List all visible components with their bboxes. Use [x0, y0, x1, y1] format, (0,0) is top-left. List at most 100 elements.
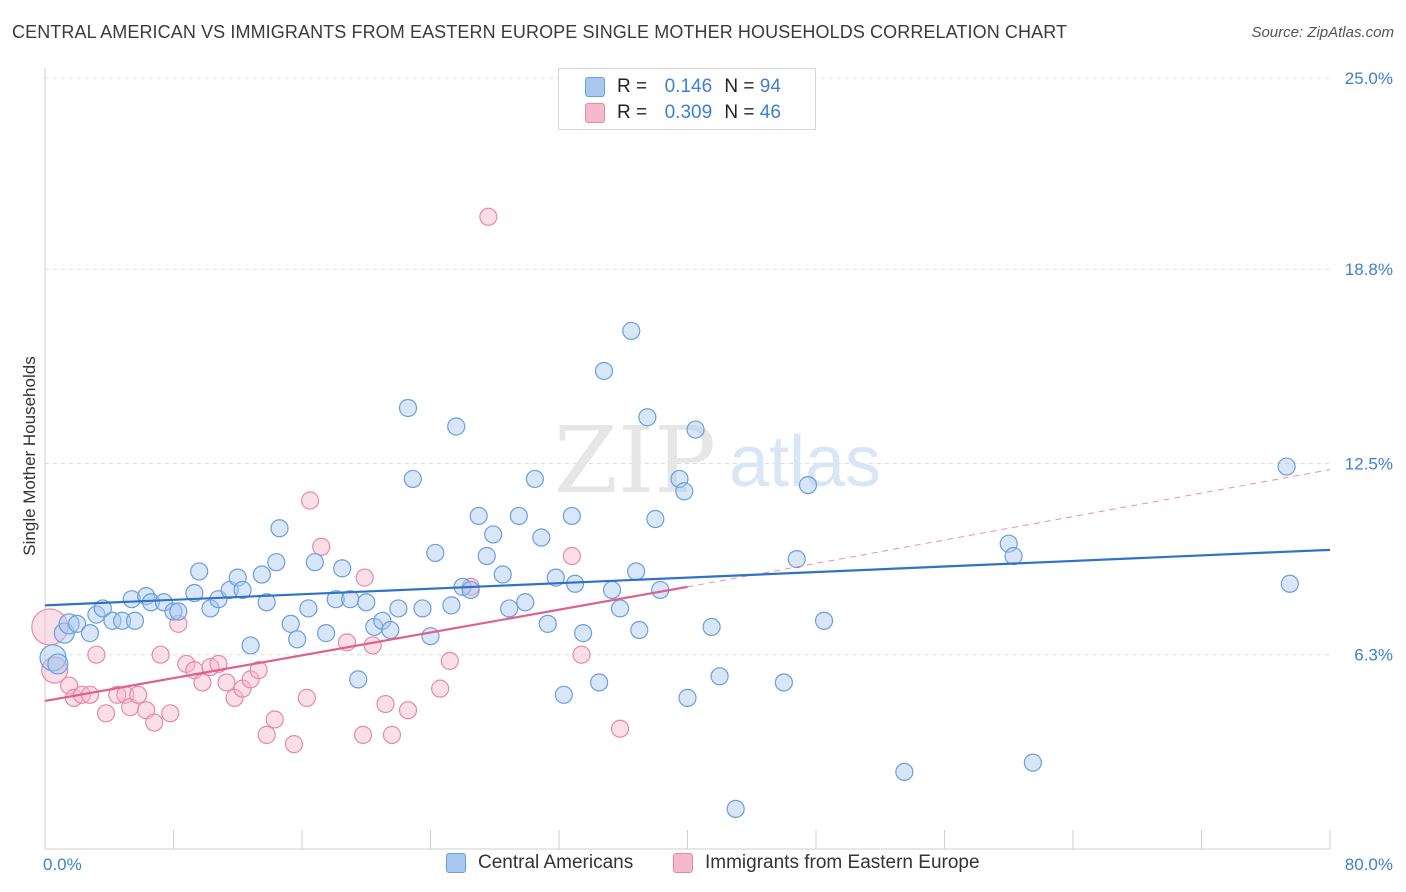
- y-tick-label: 18.8%: [1345, 260, 1393, 279]
- data-point-central-americans: [389, 599, 408, 618]
- data-point-eastern-europe: [217, 673, 236, 692]
- data-point-central-americans: [1004, 546, 1023, 566]
- tick-labels: 6.3% 12.5% 18.8% 25.0% 0.0% 80.0%: [43, 69, 1393, 874]
- data-point-central-americans: [185, 583, 204, 603]
- data-point-central-americans: [93, 599, 112, 618]
- data-point-central-americans: [299, 599, 318, 618]
- data-point-central-americans: [610, 599, 630, 618]
- data-point-eastern-europe: [96, 704, 116, 723]
- data-point-central-americans: [1277, 457, 1296, 476]
- data-point-eastern-europe: [145, 713, 164, 732]
- data-point-central-americans: [47, 653, 69, 675]
- data-point-central-americans: [252, 565, 271, 584]
- data-point-central-americans: [169, 602, 188, 621]
- data-point-central-americans: [675, 482, 694, 501]
- data-point-central-americans: [509, 506, 528, 526]
- data-point-eastern-europe: [300, 491, 320, 510]
- data-point-eastern-europe: [161, 704, 180, 723]
- watermark: ZIP atlas: [554, 407, 881, 514]
- data-point-eastern-europe: [398, 701, 418, 720]
- data-point-central-americans: [326, 590, 345, 609]
- legend-n-value: 94: [759, 76, 781, 97]
- data-point-central-americans: [678, 688, 697, 707]
- data-point-central-americans: [333, 559, 352, 578]
- data-point-eastern-europe: [209, 654, 228, 674]
- legend-r-value: 0.146: [664, 76, 713, 97]
- data-point-eastern-europe: [610, 719, 630, 738]
- data-point-central-americans: [288, 630, 307, 649]
- data-point-central-americans: [125, 611, 145, 630]
- data-point-eastern-europe: [440, 651, 459, 670]
- data-point-central-americans: [447, 417, 466, 436]
- trend-line-eastern-europe: [44, 585, 688, 703]
- data-point-central-americans: [154, 593, 173, 612]
- x-tick-label-min: 0.0%: [43, 855, 82, 874]
- data-point-central-americans: [305, 553, 324, 572]
- stats-legend: R = 0.146 N = 94 R = 0.309 N = 46: [558, 68, 816, 130]
- legend-r-label: R =: [617, 76, 648, 97]
- y-tick-label: 25.0%: [1345, 69, 1393, 88]
- data-point-central-americans: [381, 620, 400, 640]
- bottom-legend-eastern-europe: Immigrants from Eastern Europe: [673, 852, 980, 874]
- data-point-central-americans: [461, 580, 480, 600]
- watermark-atlas: atlas: [729, 422, 881, 502]
- data-point-central-americans: [538, 614, 557, 633]
- legend-swatch-blue: [585, 77, 605, 97]
- axes: [44, 68, 1331, 850]
- legend-n-label: N =: [724, 76, 755, 97]
- y-axis-label: Single Mother Households: [20, 356, 39, 555]
- data-point-central-americans: [602, 580, 622, 600]
- trend-lines: [44, 469, 1331, 703]
- bottom-legend-label-blue: Central Americans: [478, 852, 634, 873]
- data-point-central-americans: [554, 685, 573, 704]
- data-point-eastern-europe: [257, 725, 276, 744]
- data-point-central-americans: [774, 673, 793, 692]
- data-point-central-americans: [590, 673, 609, 692]
- data-point-central-americans: [68, 614, 87, 633]
- data-point-eastern-europe: [572, 645, 591, 664]
- data-point-central-americans: [798, 475, 818, 495]
- data-point-central-americans: [516, 593, 535, 612]
- legend-n-label: N =: [724, 102, 755, 123]
- data-point-central-americans: [630, 620, 649, 640]
- data-point-central-americans: [646, 509, 665, 529]
- series-eastern-europe-points: [31, 207, 630, 754]
- data-point-eastern-europe: [562, 546, 581, 566]
- data-point-central-americans: [80, 624, 100, 643]
- data-point-eastern-europe: [284, 735, 304, 754]
- source-credit: Source: ZipAtlas.com: [1251, 24, 1394, 41]
- data-point-eastern-europe: [382, 725, 402, 744]
- data-point-central-americans: [442, 596, 461, 615]
- data-point-eastern-europe: [479, 207, 498, 226]
- bottom-legend-label-pink: Immigrants from Eastern Europe: [705, 852, 980, 873]
- data-point-central-americans: [594, 361, 614, 381]
- data-point-eastern-europe: [355, 568, 374, 587]
- data-point-central-americans: [638, 408, 657, 427]
- data-point-central-americans: [413, 599, 432, 618]
- data-point-central-americans: [357, 593, 376, 612]
- data-point-central-americans: [726, 799, 745, 819]
- trend-line-central-americans: [44, 548, 1331, 607]
- data-point-central-americans: [281, 614, 300, 633]
- data-point-eastern-europe: [431, 679, 450, 698]
- legend-n-value: 46: [759, 102, 781, 123]
- data-point-eastern-europe: [87, 645, 106, 664]
- data-point-central-americans: [525, 469, 545, 489]
- data-point-eastern-europe: [297, 688, 316, 707]
- y-tick-label: 12.5%: [1345, 455, 1393, 474]
- data-point-central-americans: [469, 506, 488, 526]
- data-point-central-americans: [267, 553, 286, 572]
- data-point-central-americans: [164, 602, 183, 621]
- data-point-central-americans: [500, 599, 519, 618]
- data-point-central-americans: [403, 469, 422, 489]
- data-point-central-americans: [421, 627, 440, 646]
- data-point-central-americans: [426, 543, 445, 563]
- chart-title: CENTRAL AMERICAN VS IMMIGRANTS FROM EAST…: [12, 22, 1068, 42]
- data-point-central-americans: [1280, 574, 1299, 593]
- data-point-central-americans: [190, 562, 209, 581]
- series-central-americans-points: [39, 321, 1299, 819]
- data-point-eastern-europe: [129, 685, 148, 704]
- data-point-eastern-europe: [353, 725, 373, 744]
- data-point-central-americans: [241, 636, 260, 655]
